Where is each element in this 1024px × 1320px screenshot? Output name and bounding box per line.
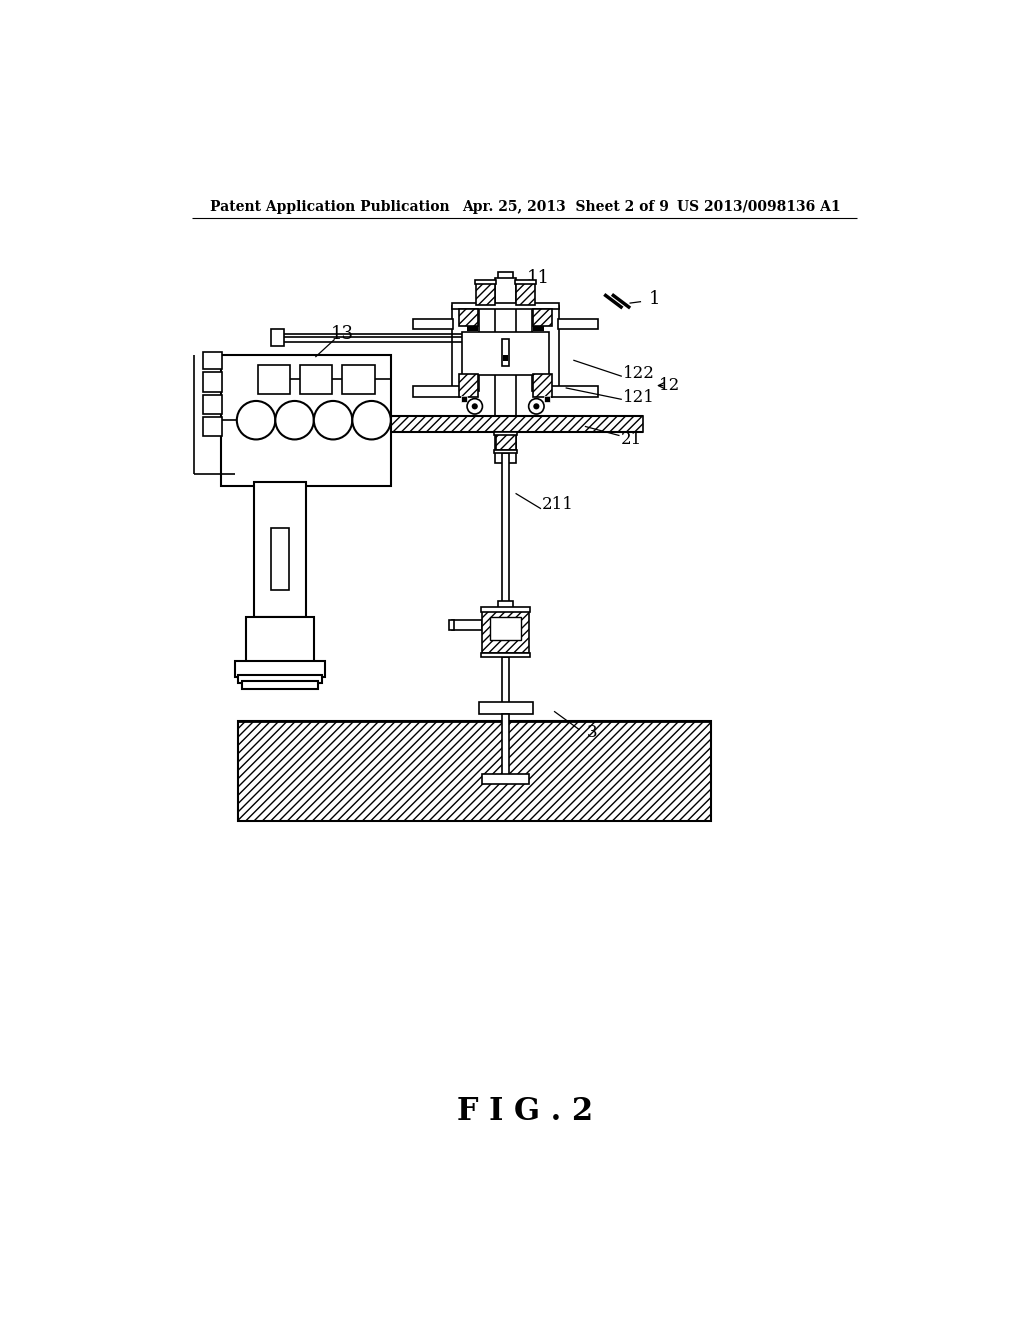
Bar [494,432,517,434]
Circle shape [237,401,275,440]
Bar [254,482,306,616]
Bar [494,450,517,453]
Text: 122: 122 [623,366,654,383]
Bar [495,277,516,462]
Circle shape [467,399,482,414]
Circle shape [275,401,313,440]
Bar [452,304,559,309]
Bar [203,417,222,437]
Bar [342,364,375,395]
Bar [502,453,509,603]
Text: 11: 11 [527,269,550,286]
Text: 211: 211 [542,496,573,513]
Bar [516,281,535,305]
Bar [413,318,454,330]
Text: 3: 3 [587,723,598,741]
Bar [531,306,559,391]
Bar [475,280,497,284]
Bar [502,657,509,704]
Bar [515,280,537,284]
Bar [476,281,495,305]
Circle shape [472,404,478,409]
Bar [550,387,598,397]
Bar [498,272,513,280]
Bar [413,387,461,397]
Bar [271,330,284,346]
Bar [452,306,479,391]
Bar [558,318,598,330]
Bar [482,610,528,653]
Circle shape [528,399,544,414]
Bar [234,661,326,677]
Bar [490,616,521,640]
Bar [534,326,544,331]
Bar [463,333,549,375]
Bar [496,433,515,450]
Text: 21: 21 [621,430,642,447]
Bar [243,681,317,689]
Bar [239,675,322,682]
Bar [460,374,478,397]
Bar [482,775,528,784]
Bar [246,616,313,663]
Bar [221,355,391,486]
Bar [498,601,513,610]
Bar [203,352,222,370]
Text: 13: 13 [331,325,354,343]
Bar [503,355,508,360]
Bar [544,396,550,401]
Bar [467,326,478,331]
Bar [270,528,289,590]
Bar [369,416,643,432]
Text: 121: 121 [623,388,654,405]
Bar [203,395,222,414]
Bar [481,653,530,657]
Circle shape [313,401,352,440]
Text: F I G . 2: F I G . 2 [457,1096,593,1127]
Bar [203,372,222,392]
Bar [502,339,509,367]
Text: 12: 12 [658,378,680,395]
Circle shape [534,404,540,409]
Text: US 2013/0098136 A1: US 2013/0098136 A1 [677,199,841,214]
Bar [534,374,552,397]
Bar [239,721,711,821]
Bar [258,364,290,395]
Bar [481,607,530,612]
Bar [460,309,478,326]
Bar [300,364,333,395]
Text: Apr. 25, 2013  Sheet 2 of 9: Apr. 25, 2013 Sheet 2 of 9 [462,199,669,214]
Bar [502,714,509,775]
Bar [478,702,532,714]
Bar [450,620,454,630]
Text: 1: 1 [648,290,659,309]
Bar [534,309,552,326]
Circle shape [352,401,391,440]
Bar [461,396,467,401]
Text: Patent Application Publication: Patent Application Publication [210,199,450,214]
Bar [452,620,482,630]
